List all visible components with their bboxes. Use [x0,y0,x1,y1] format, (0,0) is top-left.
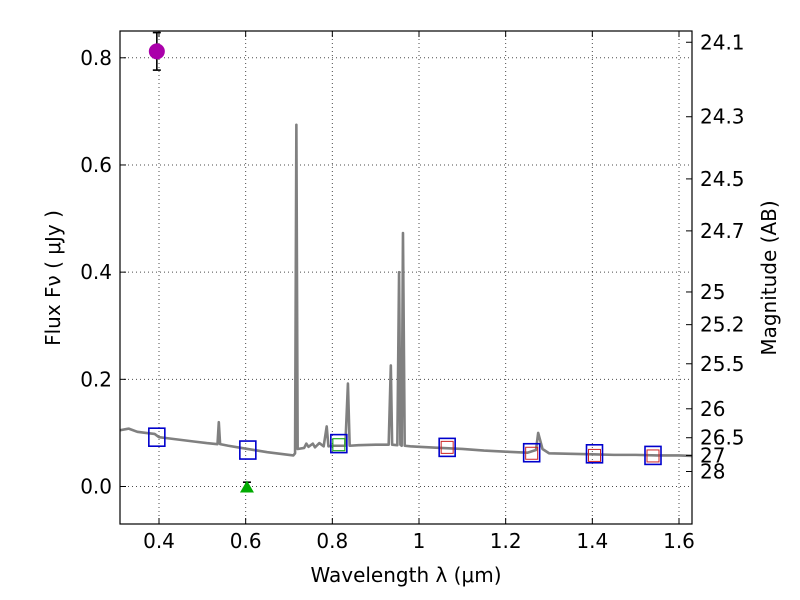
mag-tick-label: 26 [700,397,725,421]
model-photometry-point [148,427,166,447]
x-tick-label: 0.8 [316,529,348,553]
marker-layer [148,31,662,493]
mag-tick-label: 25.5 [700,352,745,376]
green-square-point [332,438,346,452]
magenta-detection-point [148,43,165,60]
x-axis-label: Wavelength λ (μm) [310,563,501,587]
series-layer [119,123,693,458]
y-tick-label: 0.8 [80,46,112,70]
observed-photometry-point [588,448,601,462]
model-photometry-point [330,433,348,454]
grid-layer [120,31,692,524]
green-upper-limit-point [239,480,254,493]
plot-frame [119,30,693,525]
model-photometry-point [239,440,257,460]
mag-tick-label: 24.7 [700,219,745,243]
mag-tick-label: 26.5 [700,426,745,450]
mag-tick-label: 28 [700,459,725,483]
y-tick-label: 0.6 [80,153,112,177]
mag-tick-label: 24.5 [700,167,745,191]
model-photometry-point [438,437,456,458]
x-tick-label: 1.6 [663,529,695,553]
x-tick-label: 1 [413,529,426,553]
mag-tick-label: 25.2 [700,313,745,337]
mag-tick-label: 24.3 [700,105,745,129]
observed-photometry-point [646,449,660,463]
mag-tick-label: 24.1 [700,30,745,54]
x-tick-label: 1.4 [576,529,608,553]
spectrum-line [119,123,693,458]
model-photometry-point [585,444,604,464]
observed-photometry-point [525,446,539,460]
model-photometry-point [644,445,662,466]
x-tick-label: 0.6 [230,529,262,553]
y-tick-label: 0.0 [80,474,112,498]
tick-layer: 0.4 0.6 0.8 1 1.2 1.4 1.6 0.0 0.2 0.4 0.6 0.8 24.1 24… [80,30,744,553]
y-tick-label: 0.2 [80,367,112,391]
mag-tick-label: 25 [700,280,725,304]
y-tick-label: 0.4 [80,260,112,284]
x-tick-label: 1.2 [490,529,522,553]
y-axis-right-label: Magnitude (AB) [757,200,781,355]
model-photometry-point [522,442,541,463]
x-tick-label: 0.4 [143,529,175,553]
y-axis-label: Flux Fν ( μJy ) [41,210,65,346]
observed-photometry-point [440,440,454,454]
mag-tick-label: 27 [700,443,725,467]
